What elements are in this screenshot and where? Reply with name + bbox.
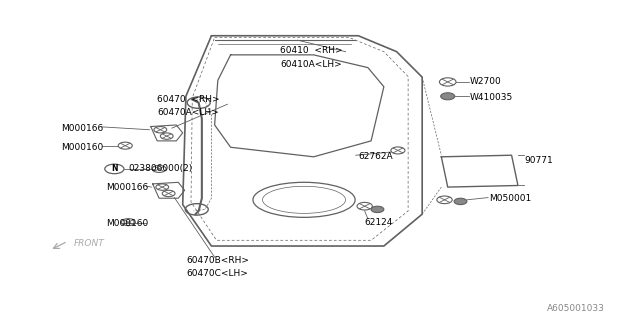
- Text: M000160: M000160: [61, 143, 104, 152]
- Text: 62124: 62124: [365, 218, 393, 227]
- Text: FRONT: FRONT: [74, 239, 105, 248]
- Text: N: N: [111, 164, 118, 173]
- Text: 60470  <RH>: 60470 <RH>: [157, 95, 220, 104]
- Text: 60470C<LH>: 60470C<LH>: [186, 268, 248, 278]
- Text: 023806000(2): 023806000(2): [129, 164, 193, 173]
- Text: 60410A<LH>: 60410A<LH>: [280, 60, 342, 69]
- Text: 60470B<RH>: 60470B<RH>: [186, 256, 249, 265]
- Circle shape: [441, 93, 455, 100]
- Text: A605001033: A605001033: [547, 304, 605, 313]
- Text: M050001: M050001: [489, 194, 531, 203]
- Text: M000166: M000166: [61, 124, 104, 132]
- Circle shape: [371, 206, 384, 212]
- Text: 60410  <RH>: 60410 <RH>: [280, 45, 343, 55]
- Text: 62762A: 62762A: [358, 152, 393, 161]
- Text: W2700: W2700: [470, 77, 502, 86]
- Circle shape: [454, 198, 467, 204]
- Text: W410035: W410035: [470, 93, 513, 102]
- Text: 90771: 90771: [524, 156, 553, 164]
- Text: M000166: M000166: [106, 183, 148, 192]
- Text: M000160: M000160: [106, 219, 148, 228]
- Text: 60470A<LH>: 60470A<LH>: [157, 108, 219, 117]
